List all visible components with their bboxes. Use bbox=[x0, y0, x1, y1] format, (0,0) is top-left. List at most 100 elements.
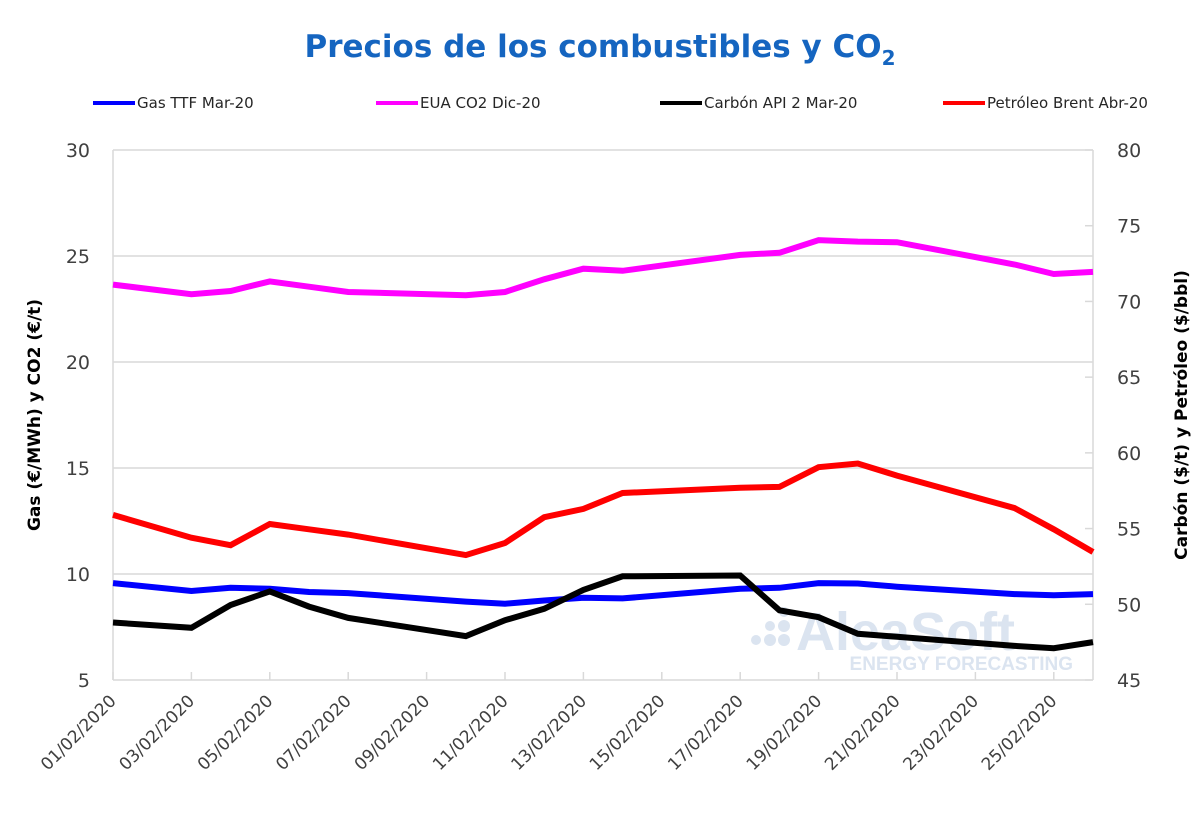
y2-axis-title: Carbón ($/t) y Petróleo ($/bbl) bbox=[1172, 270, 1192, 560]
y-tick-label: 10 bbox=[66, 564, 90, 586]
watermark: AleaSoft ENERGY FORECASTING bbox=[751, 602, 1073, 675]
y2-tick-label: 55 bbox=[1117, 519, 1141, 541]
data-point-gas-ttf-mar-20 bbox=[541, 598, 547, 604]
data-point-petroleo-brent-abr-20 bbox=[1012, 505, 1018, 511]
data-point-petroleo-brent-abr-20 bbox=[776, 484, 782, 490]
data-point-carbon-api-2-mar-20 bbox=[1012, 643, 1018, 649]
y2-tick-label: 65 bbox=[1117, 367, 1141, 389]
x-tick-label: 09/02/2020 bbox=[351, 691, 434, 774]
data-point-petroleo-brent-abr-20 bbox=[228, 542, 234, 548]
y-tick-label: 15 bbox=[66, 458, 90, 480]
x-tick-label: 21/02/2020 bbox=[821, 691, 904, 774]
legend-item: EUA CO2 Dic-20 bbox=[376, 94, 541, 112]
data-point-gas-ttf-mar-20 bbox=[110, 580, 116, 586]
data-point-carbon-api-2-mar-20 bbox=[463, 633, 469, 639]
legend-item: Gas TTF Mar-20 bbox=[93, 94, 254, 112]
data-point-carbon-api-2-mar-20 bbox=[580, 587, 586, 593]
data-point-eua-co2-dic-20 bbox=[1012, 261, 1018, 267]
data-point-eua-co2-dic-20 bbox=[463, 292, 469, 298]
legend-label: Petróleo Brent Abr-20 bbox=[987, 94, 1148, 112]
x-tick-label: 05/02/2020 bbox=[194, 691, 277, 774]
data-point-carbon-api-2-mar-20 bbox=[267, 588, 273, 594]
legend-label: Carbón API 2 Mar-20 bbox=[704, 94, 857, 112]
data-point-petroleo-brent-abr-20 bbox=[345, 532, 351, 538]
legend-label: EUA CO2 Dic-20 bbox=[420, 94, 541, 112]
series-lines bbox=[110, 237, 1096, 652]
y2-tick-label: 50 bbox=[1117, 594, 1141, 616]
data-point-petroleo-brent-abr-20 bbox=[620, 490, 626, 496]
watermark-tagline: ENERGY FORECASTING bbox=[850, 654, 1073, 675]
data-point-eua-co2-dic-20 bbox=[267, 278, 273, 284]
data-point-eua-co2-dic-20 bbox=[306, 284, 312, 290]
data-point-carbon-api-2-mar-20 bbox=[188, 625, 194, 631]
data-point-gas-ttf-mar-20 bbox=[1090, 591, 1096, 597]
data-point-petroleo-brent-abr-20 bbox=[1090, 549, 1096, 555]
data-point-carbon-api-2-mar-20 bbox=[1090, 639, 1096, 645]
data-point-petroleo-brent-abr-20 bbox=[1051, 526, 1057, 532]
x-tick-label: 19/02/2020 bbox=[743, 691, 826, 774]
y2-tick-label: 80 bbox=[1117, 140, 1141, 162]
data-point-petroleo-brent-abr-20 bbox=[541, 514, 547, 520]
data-point-gas-ttf-mar-20 bbox=[737, 586, 743, 592]
data-point-gas-ttf-mar-20 bbox=[306, 589, 312, 595]
legend-label: Gas TTF Mar-20 bbox=[137, 94, 254, 112]
y-tick-label: 25 bbox=[66, 246, 90, 268]
data-point-petroleo-brent-abr-20 bbox=[267, 521, 273, 527]
data-point-eua-co2-dic-20 bbox=[110, 282, 116, 288]
data-point-eua-co2-dic-20 bbox=[737, 252, 743, 258]
data-point-gas-ttf-mar-20 bbox=[463, 599, 469, 605]
chart-title: Precios de los combustibles y CO2 bbox=[305, 29, 896, 70]
legend-item: Petróleo Brent Abr-20 bbox=[943, 94, 1148, 112]
y2-tick-label: 45 bbox=[1117, 670, 1141, 692]
x-tick-label: 23/02/2020 bbox=[900, 691, 983, 774]
data-point-carbon-api-2-mar-20 bbox=[541, 606, 547, 612]
x-tick-label: 17/02/2020 bbox=[664, 691, 747, 774]
data-point-carbon-api-2-mar-20 bbox=[1051, 645, 1057, 651]
data-point-petroleo-brent-abr-20 bbox=[816, 464, 822, 470]
data-point-petroleo-brent-abr-20 bbox=[737, 485, 743, 491]
data-point-gas-ttf-mar-20 bbox=[345, 590, 351, 596]
data-point-gas-ttf-mar-20 bbox=[580, 595, 586, 601]
x-tick-label: 01/02/2020 bbox=[37, 691, 120, 774]
legend: Gas TTF Mar-20 EUA CO2 Dic-20 Carbón API 2… bbox=[93, 94, 1148, 112]
chart-title-main: Precios de los combustibles y CO bbox=[305, 29, 882, 65]
y-tick-label: 20 bbox=[66, 352, 90, 374]
data-point-petroleo-brent-abr-20 bbox=[894, 473, 900, 479]
data-point-eua-co2-dic-20 bbox=[894, 239, 900, 245]
data-point-carbon-api-2-mar-20 bbox=[855, 631, 861, 637]
data-point-eua-co2-dic-20 bbox=[502, 289, 508, 295]
data-point-gas-ttf-mar-20 bbox=[1051, 592, 1057, 598]
data-point-eua-co2-dic-20 bbox=[855, 239, 861, 245]
x-tick-label: 03/02/2020 bbox=[116, 691, 199, 774]
data-point-carbon-api-2-mar-20 bbox=[776, 607, 782, 613]
data-point-eua-co2-dic-20 bbox=[580, 266, 586, 272]
series-line-eua-co2-dic-20 bbox=[112, 237, 1094, 299]
data-point-gas-ttf-mar-20 bbox=[188, 588, 194, 594]
data-point-petroleo-brent-abr-20 bbox=[580, 506, 586, 512]
data-point-petroleo-brent-abr-20 bbox=[855, 460, 861, 466]
series-line-petroleo-brent-abr-20 bbox=[112, 460, 1095, 559]
data-point-petroleo-brent-abr-20 bbox=[188, 535, 194, 541]
x-tick-label: 11/02/2020 bbox=[429, 691, 512, 774]
data-point-carbon-api-2-mar-20 bbox=[894, 634, 900, 640]
data-point-carbon-api-2-mar-20 bbox=[306, 604, 312, 610]
data-point-eua-co2-dic-20 bbox=[1090, 269, 1096, 275]
data-point-gas-ttf-mar-20 bbox=[855, 581, 861, 587]
x-tick-label: 25/02/2020 bbox=[978, 691, 1061, 774]
data-point-gas-ttf-mar-20 bbox=[776, 585, 782, 591]
data-point-carbon-api-2-mar-20 bbox=[737, 573, 743, 579]
data-point-eua-co2-dic-20 bbox=[1051, 271, 1057, 277]
data-point-carbon-api-2-mar-20 bbox=[110, 619, 116, 625]
legend-item: Carbón API 2 Mar-20 bbox=[660, 94, 857, 112]
data-point-carbon-api-2-mar-20 bbox=[345, 615, 351, 621]
data-point-gas-ttf-mar-20 bbox=[1012, 591, 1018, 597]
axes: 5 10 15 20 25 30 45 50 55 60 65 70 75 80 01/02/202003/… bbox=[37, 140, 1141, 775]
y2-tick-label: 70 bbox=[1117, 291, 1141, 313]
series-line-carbon-api-2-mar-20 bbox=[112, 572, 1094, 652]
data-point-eua-co2-dic-20 bbox=[228, 288, 234, 294]
x-tick-label: 13/02/2020 bbox=[508, 691, 591, 774]
gridlines bbox=[113, 149, 1093, 575]
data-point-petroleo-brent-abr-20 bbox=[463, 552, 469, 558]
data-point-gas-ttf-mar-20 bbox=[894, 584, 900, 590]
